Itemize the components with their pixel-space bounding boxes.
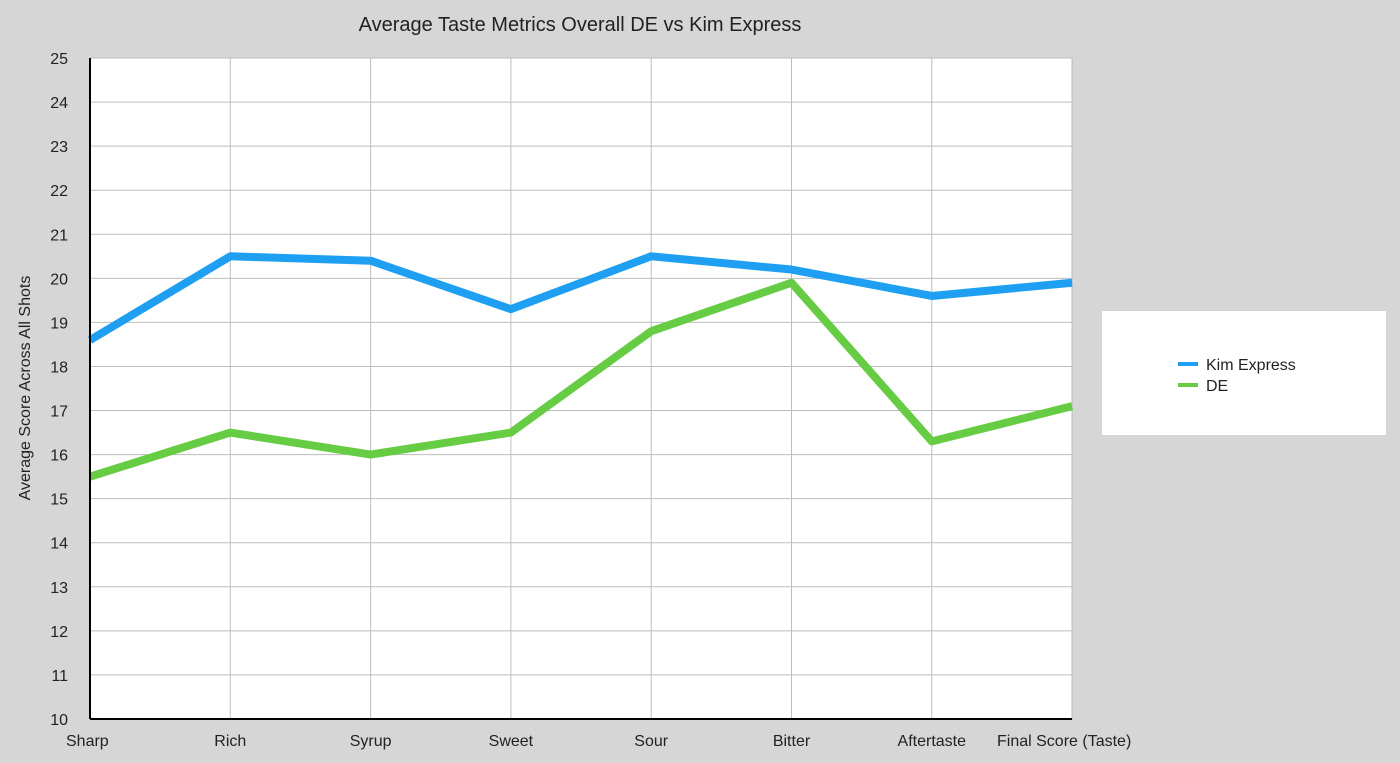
y-tick-label: 10 bbox=[50, 712, 68, 729]
x-tick-label: Aftertaste bbox=[898, 733, 967, 750]
chart-title: Average Taste Metrics Overall DE vs Kim … bbox=[359, 14, 802, 36]
y-gridlines bbox=[90, 57, 1072, 676]
legend-label: DE bbox=[1206, 378, 1228, 395]
y-tick-label: 14 bbox=[50, 536, 68, 553]
y-tick-label: 24 bbox=[50, 95, 68, 112]
x-tick-label: Bitter bbox=[773, 733, 811, 750]
y-tick-label: 16 bbox=[50, 448, 68, 465]
x-tick-label: Rich bbox=[214, 733, 246, 750]
x-axis-ticks: Sharp Rich Syrup Sweet Sour Bitter Aftertaste F… bbox=[66, 733, 1131, 750]
x-tick-label: Sharp bbox=[66, 733, 109, 750]
legend-items: Kim Express DE bbox=[1178, 357, 1296, 395]
y-tick-label: 22 bbox=[50, 183, 68, 200]
x-gridlines bbox=[229, 58, 1073, 719]
y-tick-label: 18 bbox=[50, 359, 68, 376]
y-tick-label: 23 bbox=[50, 139, 68, 156]
y-axis-label: Average Score Across All Shots bbox=[17, 276, 34, 501]
y-tick-label: 21 bbox=[50, 227, 68, 244]
series-line-kim-express bbox=[87, 252, 1073, 344]
y-tick-label: 12 bbox=[50, 624, 68, 641]
legend: Kim Express DE bbox=[1102, 311, 1386, 435]
series-lines bbox=[87, 252, 1074, 481]
y-tick-label: 15 bbox=[50, 492, 68, 509]
y-tick-label: 25 bbox=[50, 51, 68, 68]
y-tick-label: 17 bbox=[50, 404, 68, 421]
y-tick-label: 19 bbox=[50, 315, 68, 332]
y-tick-label: 20 bbox=[50, 271, 68, 288]
series-line-de bbox=[88, 278, 1074, 481]
legend-label: Kim Express bbox=[1206, 357, 1296, 374]
plot-area bbox=[90, 58, 1072, 719]
x-tick-label: Sour bbox=[634, 733, 668, 750]
y-axis-ticks: 10 11 12 13 14 15 16 17 18 19 20 21 22 23 24 25 bbox=[50, 51, 68, 729]
x-tick-label: Syrup bbox=[350, 733, 392, 750]
legend-box bbox=[1102, 311, 1386, 435]
y-tick-label: 13 bbox=[50, 580, 68, 597]
y-tick-label: 11 bbox=[51, 668, 68, 685]
x-tick-label: Sweet bbox=[489, 733, 534, 750]
x-tick-label: Final Score (Taste) bbox=[997, 733, 1131, 750]
